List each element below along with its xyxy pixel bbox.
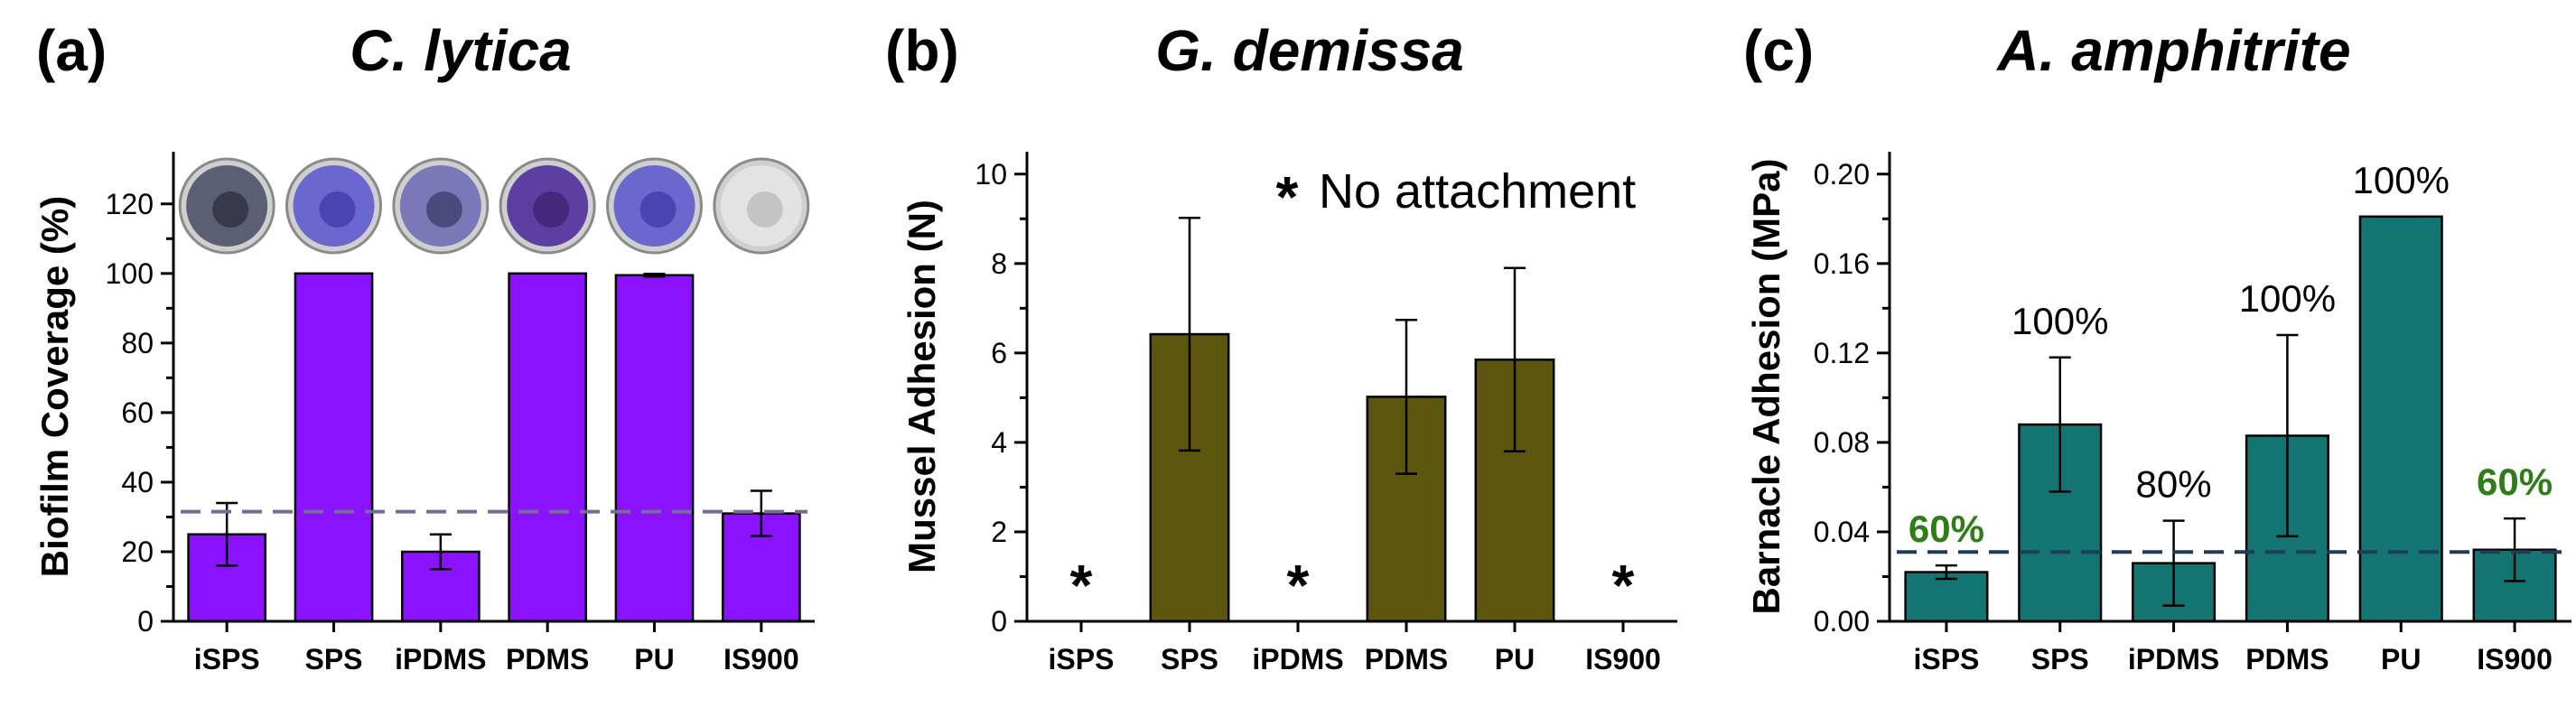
x-tick-label: SPS [2031,643,2089,675]
chart-title: G. demissa [1155,18,1464,83]
panel-g-demissa: (b) G. demissa Mussel Adhesion (N) 0 2 4 6 8 10 i… [858,0,1716,703]
y-tick-label: 20 [121,536,154,568]
bar-sps [294,272,374,623]
y-tick-label: 0.12 [1814,337,1870,369]
no-attachment-star: * [1070,553,1093,618]
bar-pu [614,274,695,623]
y-tick-label: 100 [106,257,154,290]
x-tick-label: iPDMS [1252,643,1343,675]
y-tick-label: 0.16 [1814,247,1870,280]
percent-label: 60% [1909,508,1984,550]
y-tick-label: 4 [991,426,1007,459]
y-tick-label: 6 [991,337,1007,369]
panel-label: (a) [36,18,107,83]
y-tick-label: 0.08 [1814,426,1870,459]
biofilm-spot [212,191,249,228]
legend-star: * [1276,164,1299,229]
panel-a-amphitrite: (c) A. amphitrite Barnacle Adhesion (MPa) 0… [1716,0,2576,703]
percent-label: 100% [2239,277,2336,320]
x-tick-label: IS900 [723,643,799,675]
no-attachment-star: * [1287,553,1310,618]
x-tick-label: PDMS [1365,643,1448,675]
x-tick-label: PDMS [506,643,589,675]
legend-label: No attachment [1319,164,1636,219]
chart-biofilm-coverage: (a) C. lytica Biofilm Coverage (%) 0 20 40 60 8… [33,18,815,675]
x-tick-label: PU [2381,643,2421,675]
chart-title: A. amphitrite [1995,18,2350,83]
panel-c-lytica: (a) C. lytica Biofilm Coverage (%) 0 20 40 60 8… [0,0,858,703]
no-attachment-star: * [1612,553,1635,618]
biofilm-spot [746,191,783,228]
x-tick-label: iSPS [1049,643,1115,675]
y-tick-label: 120 [106,188,154,220]
percent-label: 100% [2011,300,2108,342]
y-tick-label: 0 [137,605,154,638]
y-tick-label: 80 [121,327,154,359]
y-axis-label: Barnacle Adhesion (MPa) [1745,159,1787,615]
x-tick-label: PDMS [2245,643,2329,675]
y-axis-label: Mussel Adhesion (N) [901,200,943,573]
x-tick-label: iSPS [194,643,260,675]
x-tick-label: PU [634,643,674,675]
x-tick-label: iSPS [1913,643,1979,675]
y-tick-label: 2 [991,516,1007,548]
y-tick-label: 0.04 [1814,516,1870,548]
panel-label: (c) [1743,18,1814,83]
percent-label: 60% [2477,461,2553,503]
chart-barnacle-adhesion: (c) A. amphitrite Barnacle Adhesion (MPa) 0… [1743,18,2571,675]
x-tick-label: PU [1495,643,1535,675]
y-tick-label: 40 [121,466,154,498]
y-tick-label: 0.20 [1814,158,1870,191]
x-tick-label: IS900 [2477,643,2553,675]
percent-label: 80% [2136,463,2212,506]
y-tick-label: 8 [991,247,1007,280]
x-tick-label: iPDMS [395,643,486,675]
biofilm-spot [319,191,356,228]
biofilm-spot [425,191,462,228]
y-tick-label: 0.00 [1814,605,1870,638]
x-tick-label: SPS [1161,643,1218,675]
x-tick-label: IS900 [1585,643,1661,675]
chart-title: C. lytica [350,18,571,83]
bar-pu [2358,215,2443,623]
biofilm-spot [639,191,677,228]
chart-mussel-adhesion: (b) G. demissa Mussel Adhesion (N) 0 2 4 6 8 10 i… [885,18,1677,675]
y-tick-label: 10 [975,158,1007,191]
biofilm-spot [533,191,570,228]
y-axis-label: Biofilm Coverage (%) [33,196,76,577]
x-tick-label: iPDMS [2128,643,2219,675]
bar-isps [1904,571,1989,623]
bar-isps [187,533,267,623]
panel-label: (b) [885,18,959,83]
y-tick-label: 0 [991,605,1007,638]
y-tick-label: 60 [121,396,154,429]
x-tick-label: SPS [304,643,362,675]
bar-pdms [508,272,588,623]
percent-label: 100% [2353,159,2450,201]
